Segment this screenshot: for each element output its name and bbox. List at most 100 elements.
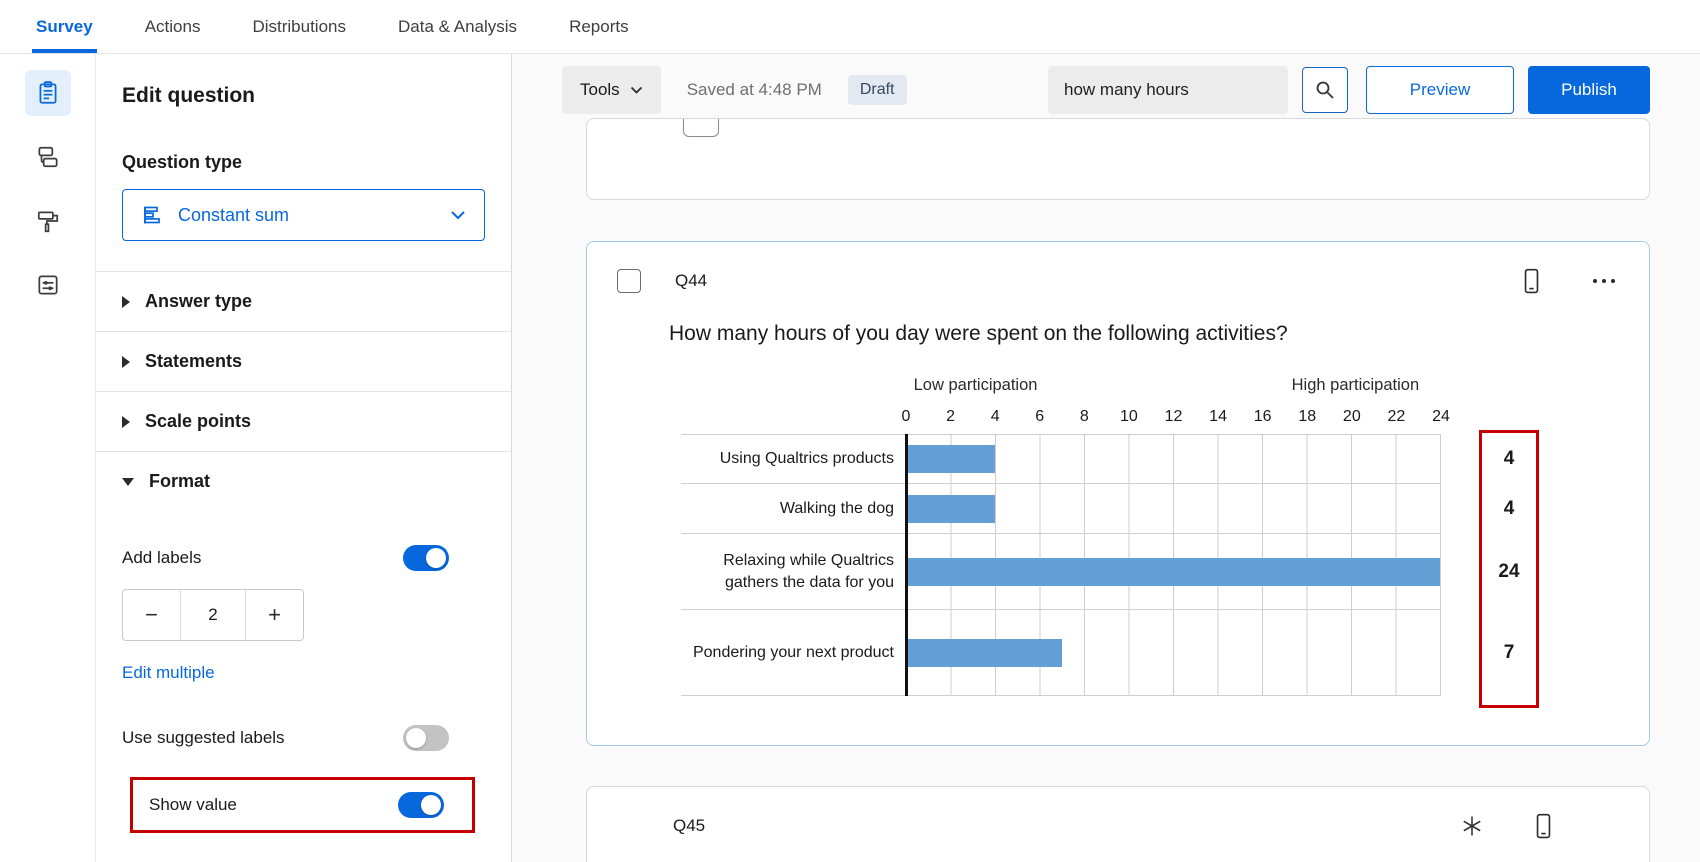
nav-tab-survey[interactable]: Survey — [32, 0, 97, 53]
show-value-toggle[interactable] — [398, 792, 444, 818]
zero-axis-line — [905, 434, 908, 696]
axis-tick-label: 2 — [946, 408, 956, 425]
tools-button[interactable]: Tools — [562, 66, 661, 114]
add-labels-toggle[interactable] — [403, 545, 449, 571]
save-status-text: Saved at 4:48 PM — [686, 80, 822, 99]
search-button[interactable] — [1302, 67, 1348, 113]
survey-builder-icon[interactable] — [24, 70, 71, 116]
collapsed-triangle-icon — [122, 355, 130, 368]
row-label: Walking the dog — [681, 484, 906, 534]
survey-flow-icon[interactable] — [25, 134, 71, 180]
chevron-down-icon — [630, 86, 642, 94]
row-label: Using Qualtrics products — [681, 434, 906, 484]
row-plot[interactable] — [906, 534, 1441, 610]
labels-count-value: 2 — [180, 590, 246, 640]
publish-button[interactable]: Publish — [1528, 66, 1650, 114]
row-value: 7 — [1503, 642, 1515, 663]
section-format[interactable]: Format — [96, 451, 511, 511]
axis-tick-label: 12 — [1164, 408, 1183, 425]
nav-tab-distributions[interactable]: Distributions — [252, 16, 346, 36]
question-id: Q45 — [673, 816, 706, 835]
axis-tick-label: 6 — [1035, 408, 1045, 425]
survey-options-icon[interactable] — [25, 262, 71, 308]
row-plot[interactable] — [906, 484, 1441, 534]
clipped-answer-box — [683, 119, 719, 137]
question-id: Q44 — [675, 271, 708, 290]
mobile-preview-icon[interactable] — [1520, 266, 1543, 296]
look-and-feel-icon[interactable] — [25, 198, 71, 244]
show-value-row: Show value — [149, 780, 466, 830]
section-label: Format — [149, 471, 211, 491]
chart-bar[interactable] — [906, 557, 1440, 586]
nav-tab-reports[interactable]: Reports — [569, 16, 629, 36]
chart-row: Pondering your next product — [681, 610, 1461, 696]
question-type-label: Question type — [122, 152, 243, 172]
mobile-preview-icon[interactable] — [1532, 811, 1555, 841]
survey-canvas: Tools Saved at 4:48 PM Draft Preview Pub… — [512, 54, 1700, 862]
add-labels-label: Add labels — [122, 548, 202, 567]
chart-rows: Using Qualtrics products Walking the dog… — [681, 430, 1539, 708]
axis-tick-label: 14 — [1209, 408, 1227, 425]
preview-button[interactable]: Preview — [1366, 66, 1514, 114]
canvas-toolbar: Tools Saved at 4:48 PM Draft Preview Pub… — [512, 54, 1700, 118]
chart-bar[interactable] — [906, 445, 995, 473]
chevron-down-icon — [448, 208, 468, 222]
search-icon — [1316, 81, 1334, 99]
section-scale-points[interactable]: Scale points — [96, 391, 511, 451]
chart-row: Walking the dog — [681, 484, 1461, 534]
chart-row: Using Qualtrics products — [681, 434, 1461, 484]
decrement-button[interactable]: − — [145, 602, 158, 627]
increment-button[interactable]: + — [268, 602, 281, 627]
row-label: Pondering your next product — [681, 610, 906, 696]
row-label: Relaxing while Qualtrics gathers the dat… — [681, 534, 906, 610]
chart-bar[interactable] — [906, 494, 995, 523]
search-input[interactable] — [1048, 66, 1288, 114]
previous-question-card-partial[interactable] — [586, 118, 1650, 200]
row-value: 24 — [1498, 561, 1520, 582]
axis-tick-label: 18 — [1298, 408, 1317, 425]
axis-tick-label: 20 — [1342, 408, 1361, 425]
question-text[interactable]: How many hours of you day were spent on … — [669, 322, 1288, 345]
tools-label: Tools — [580, 80, 620, 99]
more-options-icon[interactable] — [1589, 275, 1619, 287]
chart-row: Relaxing while Qualtrics gathers the dat… — [681, 534, 1461, 610]
section-label: Scale points — [145, 411, 252, 431]
collapsed-triangle-icon — [122, 415, 130, 428]
chart-bar[interactable] — [906, 638, 1062, 667]
section-statements[interactable]: Statements — [96, 331, 511, 391]
main-body: Edit question Question type Constant sum… — [0, 54, 1700, 862]
edit-multiple-link[interactable]: Edit multiple — [122, 663, 215, 682]
use-suggested-labels-row: Use suggested labels — [122, 711, 485, 765]
use-suggested-labels-toggle[interactable] — [403, 725, 449, 751]
axis-tick-label: 22 — [1387, 408, 1406, 425]
row-plot[interactable] — [906, 434, 1441, 484]
nav-tab-actions[interactable]: Actions — [144, 16, 201, 36]
section-answer-type[interactable]: Answer type — [96, 271, 511, 331]
left-icon-rail — [0, 54, 96, 862]
edit-question-panel: Edit question Question type Constant sum… — [96, 54, 512, 862]
row-plot[interactable] — [906, 610, 1441, 696]
show-value-label: Show value — [149, 795, 237, 814]
star-default-choices-icon[interactable] — [1458, 812, 1486, 840]
question-list: Q44 How many hours of you day were spe — [512, 118, 1700, 862]
scale-label-high: High participation — [1291, 376, 1420, 394]
constant-sum-icon — [139, 202, 165, 228]
section-label: Statements — [145, 351, 243, 371]
toggle-knob — [406, 728, 426, 748]
axis-tick-label: 16 — [1253, 408, 1272, 425]
section-label: Answer type — [145, 291, 253, 311]
axis-tick-label: 10 — [1120, 408, 1138, 425]
row-value: 4 — [1503, 498, 1515, 519]
use-suggested-labels-label: Use suggested labels — [122, 728, 285, 747]
toggle-knob — [421, 795, 441, 815]
axis-tick-label: 8 — [1079, 408, 1089, 425]
nav-tab-data-analysis[interactable]: Data & Analysis — [398, 16, 518, 36]
question-checkbox[interactable] — [617, 269, 641, 293]
question-type-dropdown[interactable]: Constant sum — [122, 189, 485, 241]
question-card-q45[interactable]: Q45 — [586, 786, 1650, 862]
expanded-triangle-icon — [122, 477, 134, 486]
draft-badge: Draft — [847, 75, 907, 105]
question-card-q44[interactable]: Q44 How many hours of you day were spe — [586, 241, 1650, 746]
